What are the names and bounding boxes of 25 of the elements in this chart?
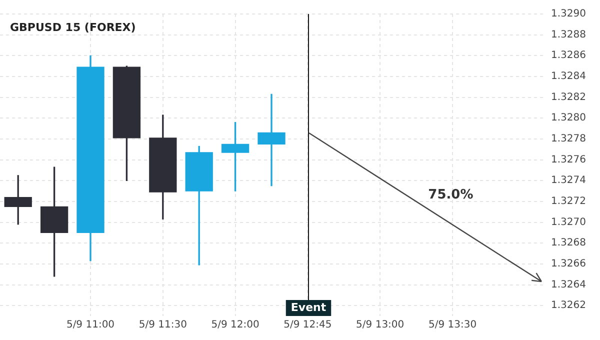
x-tick-label: 5/9 11:30 — [138, 320, 187, 331]
y-tick-label: 1.3268 — [551, 238, 586, 249]
x-tick-label: 5/9 12:45 — [284, 320, 332, 331]
x-tick-label: 5/9 13:30 — [428, 320, 477, 331]
y-tick-label: 1.3272 — [551, 196, 586, 208]
x-tick-label: 5/9 13:00 — [356, 320, 404, 331]
y-tick-label: 1.3288 — [551, 29, 586, 40]
y-tick-label: 1.3284 — [551, 71, 586, 82]
y-tick-label: 1.3282 — [551, 92, 586, 103]
ref-line-label: Event — [290, 300, 326, 314]
y-tick-label: 1.3266 — [551, 258, 586, 270]
y-tick-label: 1.3278 — [551, 134, 586, 145]
y-tick-label: 1.3290 — [551, 8, 586, 20]
y-tick-label: 1.3264 — [551, 279, 586, 290]
y-tick-label: 1.3286 — [551, 50, 586, 62]
y-tick-label: 1.3280 — [551, 112, 586, 124]
annotation: 75.0% — [428, 188, 474, 203]
candlestick — [258, 94, 286, 186]
y-tick-label: 1.3276 — [551, 154, 586, 166]
y-tick-label: 1.3262 — [551, 300, 586, 312]
y-tick-label: 1.3274 — [551, 175, 586, 186]
x-tick-label: 5/9 12:00 — [211, 320, 260, 331]
text: GBPUSD 15 (FOREX) — [10, 20, 136, 34]
y-tick-label: 1.3270 — [551, 216, 586, 228]
x-tick-label: 5/9 11:00 — [66, 320, 115, 331]
